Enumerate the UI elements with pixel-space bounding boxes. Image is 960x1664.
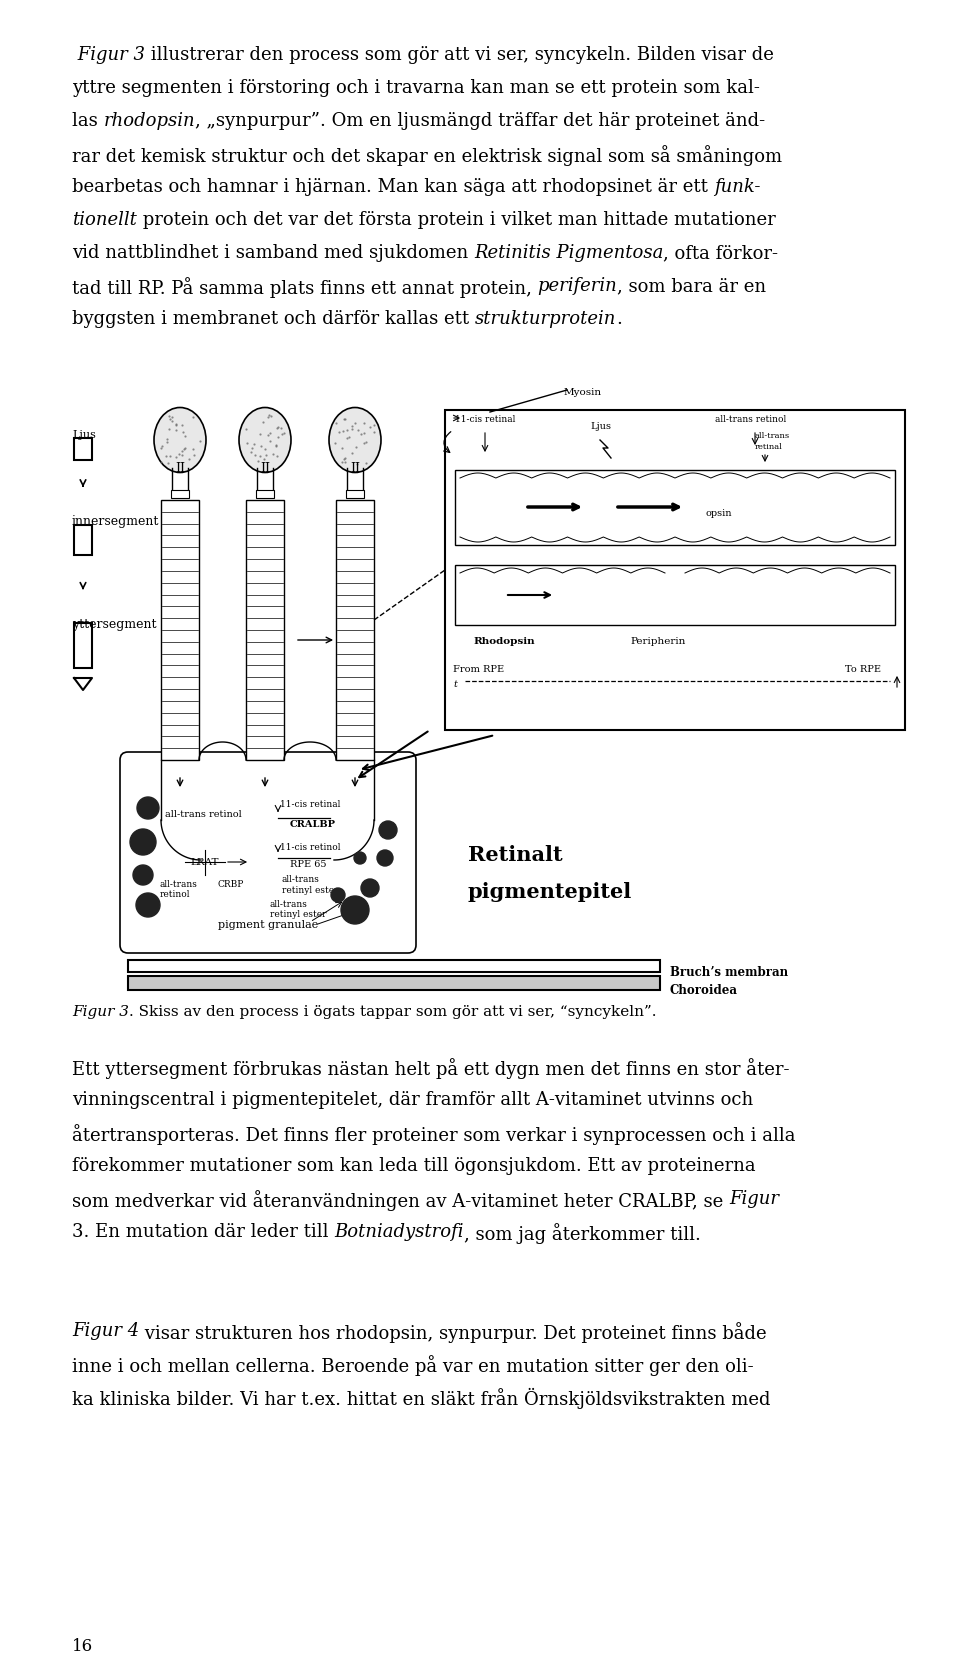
Text: 11-cis retinal: 11-cis retinal: [280, 800, 341, 809]
Text: funk-: funk-: [713, 178, 760, 196]
Text: RPE 65: RPE 65: [290, 860, 326, 869]
Text: Ett yttersegment förbrukas nästan helt på ett dygn men det finns en stor åter-: Ett yttersegment förbrukas nästan helt p…: [72, 1058, 789, 1078]
Text: Retinalt: Retinalt: [468, 845, 563, 865]
Text: Botniadystrofi: Botniadystrofi: [334, 1223, 464, 1241]
Bar: [171, 489, 189, 498]
Ellipse shape: [239, 408, 291, 473]
Text: To RPE: To RPE: [845, 666, 881, 674]
Text: , „synpurpur”. Om en ljusmängd träffar det här proteinet änd-: , „synpurpur”. Om en ljusmängd träffar d…: [195, 111, 765, 130]
Text: byggsten i membranet och därför kallas ett: byggsten i membranet och därför kallas e…: [72, 310, 475, 328]
Text: Myosin: Myosin: [564, 388, 602, 398]
Text: Figur 3: Figur 3: [72, 47, 145, 63]
Text: II: II: [260, 461, 270, 474]
Text: t: t: [453, 681, 457, 689]
Text: pigmentepitel: pigmentepitel: [468, 882, 633, 902]
Text: LRAT: LRAT: [191, 859, 219, 867]
Text: vinningscentral i pigmentepitelet, där framför allt A-vitaminet utvinns och: vinningscentral i pigmentepitelet, där f…: [72, 1092, 754, 1108]
Text: all-trans
retinol: all-trans retinol: [160, 880, 198, 900]
Text: periferin: periferin: [538, 276, 617, 295]
Text: , som jag återkommer till.: , som jag återkommer till.: [464, 1223, 701, 1245]
Text: inne i och mellan cellerna. Beroende på var en mutation sitter ger den oli-: inne i och mellan cellerna. Beroende på …: [72, 1354, 754, 1376]
Text: all-trans
retinyl ester: all-trans retinyl ester: [270, 900, 326, 920]
Text: Bruchʼs membran: Bruchʼs membran: [670, 967, 788, 978]
Text: 11-cis retinal: 11-cis retinal: [455, 414, 516, 424]
Text: bearbetas och hamnar i hjärnan. Man kan säga att rhodopsinet är ett: bearbetas och hamnar i hjärnan. Man kan …: [72, 178, 713, 196]
Text: Ljus: Ljus: [72, 429, 96, 439]
Text: , ofta förkor-: , ofta förkor-: [663, 245, 779, 261]
Text: rar det kemisk struktur och det skapar en elektrisk signal som så småningom: rar det kemisk struktur och det skapar e…: [72, 145, 782, 166]
Bar: [445, 409, 905, 730]
Text: förekommer mutationer som kan leda till ögonsjukdom. Ett av proteinerna: förekommer mutationer som kan leda till …: [72, 1156, 756, 1175]
Bar: [455, 566, 895, 626]
Text: Rhodopsin: Rhodopsin: [473, 637, 535, 646]
Circle shape: [354, 852, 366, 864]
Circle shape: [136, 894, 160, 917]
FancyBboxPatch shape: [120, 752, 416, 953]
Text: . Skiss av den process i ögats tappar som gör att vi ser, “syncykeln”.: . Skiss av den process i ögats tappar so…: [129, 1005, 657, 1018]
Text: Figur 3: Figur 3: [72, 1005, 129, 1018]
Text: .: .: [616, 310, 622, 328]
Text: tionellt: tionellt: [72, 211, 137, 230]
Text: retinal: retinal: [755, 443, 782, 451]
Text: II: II: [175, 461, 185, 474]
Circle shape: [331, 889, 345, 902]
Circle shape: [133, 865, 153, 885]
Text: 16: 16: [72, 1637, 93, 1656]
Text: som medverkar vid återanvändningen av A-vitaminet heter CRALBP, se: som medverkar vid återanvändningen av A-…: [72, 1190, 729, 1211]
Text: innersegment: innersegment: [72, 514, 159, 527]
Text: illustrerar den process som gör att vi ser, syncykeln. Bilden visar de: illustrerar den process som gör att vi s…: [145, 47, 774, 63]
Bar: [336, 499, 374, 760]
Bar: [74, 438, 92, 459]
Bar: [455, 469, 895, 546]
Text: CRALBP: CRALBP: [290, 820, 336, 829]
Text: vid nattblindhet i samband med sjukdomen: vid nattblindhet i samband med sjukdomen: [72, 245, 474, 261]
Text: Figur: Figur: [729, 1190, 779, 1208]
Ellipse shape: [154, 408, 206, 473]
Text: protein och det var det första protein i vilket man hittade mutationer: protein och det var det första protein i…: [137, 211, 776, 230]
Text: återtransporteras. Det finns fler proteiner som verkar i synprocessen och i alla: återtransporteras. Det finns fler protei…: [72, 1123, 796, 1145]
Text: 11-cis retinol: 11-cis retinol: [280, 844, 341, 852]
Text: pigment granulae: pigment granulae: [218, 920, 319, 930]
Text: CRBP: CRBP: [218, 880, 245, 889]
Polygon shape: [74, 677, 92, 691]
Text: ka kliniska bilder. Vi har t.ex. hittat en släkt från Örnskjöldsvikstrakten med: ka kliniska bilder. Vi har t.ex. hittat …: [72, 1388, 771, 1409]
Ellipse shape: [329, 408, 381, 473]
Bar: [74, 526, 92, 556]
Text: las: las: [72, 111, 104, 130]
Bar: [128, 977, 660, 990]
Circle shape: [130, 829, 156, 855]
Text: Peripherin: Peripherin: [630, 637, 685, 646]
Text: yttre segmenten i förstoring och i travarna kan man se ett protein som kal-: yttre segmenten i förstoring och i trava…: [72, 78, 760, 97]
Circle shape: [377, 850, 393, 865]
Text: opsin: opsin: [705, 509, 732, 518]
Text: Retinitis Pigmentosa: Retinitis Pigmentosa: [474, 245, 663, 261]
Text: all-trans: all-trans: [755, 433, 790, 439]
Text: Ljus: Ljus: [590, 423, 611, 431]
Text: all-trans retinol: all-trans retinol: [165, 810, 242, 819]
Text: strukturprotein: strukturprotein: [475, 310, 616, 328]
Text: Figur 4: Figur 4: [72, 1321, 139, 1340]
Circle shape: [361, 879, 379, 897]
Bar: [246, 499, 284, 760]
Text: yttersegment: yttersegment: [72, 617, 156, 631]
Text: visar strukturen hos rhodopsin, synpurpur. Det proteinet finns både: visar strukturen hos rhodopsin, synpurpu…: [139, 1321, 767, 1343]
Text: II: II: [350, 461, 360, 474]
Bar: [74, 622, 92, 667]
Text: all-trans retinol: all-trans retinol: [715, 414, 786, 424]
Circle shape: [137, 797, 159, 819]
Circle shape: [379, 820, 397, 839]
Text: From RPE: From RPE: [453, 666, 504, 674]
Text: 3. En mutation där leder till: 3. En mutation där leder till: [72, 1223, 334, 1241]
Bar: [256, 489, 274, 498]
Text: Choroidea: Choroidea: [670, 983, 738, 997]
Bar: [161, 499, 199, 760]
Bar: [346, 489, 364, 498]
Circle shape: [341, 895, 369, 924]
Bar: [128, 960, 660, 972]
Text: retinyl ester: retinyl ester: [282, 885, 339, 895]
Text: , som bara är en: , som bara är en: [617, 276, 766, 295]
Text: tad till RP. På samma plats finns ett annat protein,: tad till RP. På samma plats finns ett an…: [72, 276, 538, 298]
Text: all-trans: all-trans: [282, 875, 320, 884]
Text: rhodopsin: rhodopsin: [104, 111, 195, 130]
